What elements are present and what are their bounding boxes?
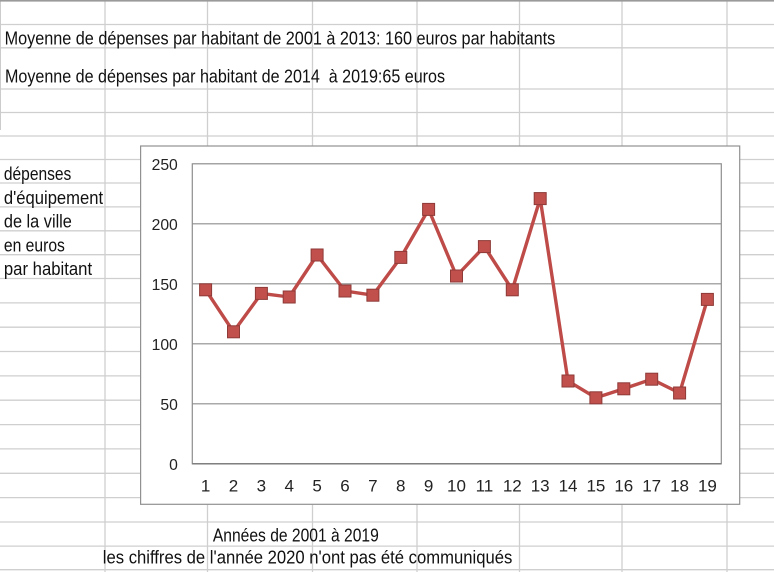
svg-text:4: 4 (285, 477, 294, 496)
svg-text:100: 100 (152, 337, 178, 354)
svg-text:14: 14 (559, 477, 578, 496)
svg-text:15: 15 (586, 477, 605, 496)
svg-text:150: 150 (152, 277, 178, 294)
svg-text:13: 13 (531, 477, 550, 496)
svg-text:50: 50 (160, 397, 178, 414)
svg-text:16: 16 (614, 477, 633, 496)
svg-text:en euros: en euros (4, 234, 65, 255)
svg-text:9: 9 (424, 477, 433, 496)
svg-text:10: 10 (447, 477, 466, 496)
svg-text:de la ville: de la ville (4, 211, 72, 232)
svg-text:Moyenne de dépenses par habita: Moyenne de dépenses par habitant de 2001… (5, 27, 556, 48)
svg-text:3: 3 (257, 477, 266, 496)
svg-text:250: 250 (152, 157, 178, 174)
svg-text:19: 19 (698, 477, 717, 496)
svg-text:12: 12 (503, 477, 522, 496)
svg-text:200: 200 (152, 217, 178, 234)
svg-text:17: 17 (642, 477, 661, 496)
svg-text:0: 0 (169, 457, 178, 474)
svg-text:Années de 2001 à 2019: Années de 2001 à 2019 (213, 524, 379, 545)
svg-text:les chiffres de l'année 2020 n: les chiffres de l'année 2020 n'ont pas é… (103, 546, 513, 567)
svg-text:6: 6 (340, 477, 349, 496)
svg-text:7: 7 (368, 477, 377, 496)
svg-text:2: 2 (229, 477, 238, 496)
svg-text:d'équipement: d'équipement (4, 187, 104, 208)
svg-text:par habitant: par habitant (4, 258, 93, 279)
svg-text:8: 8 (396, 477, 405, 496)
svg-text:18: 18 (670, 477, 689, 496)
svg-text:dépenses: dépenses (4, 163, 71, 184)
svg-text:1: 1 (201, 477, 210, 496)
svg-text:5: 5 (312, 477, 321, 496)
svg-text:11: 11 (476, 477, 494, 496)
svg-text:Moyenne de dépenses par habita: Moyenne de dépenses par habitant de 2014… (5, 66, 445, 87)
